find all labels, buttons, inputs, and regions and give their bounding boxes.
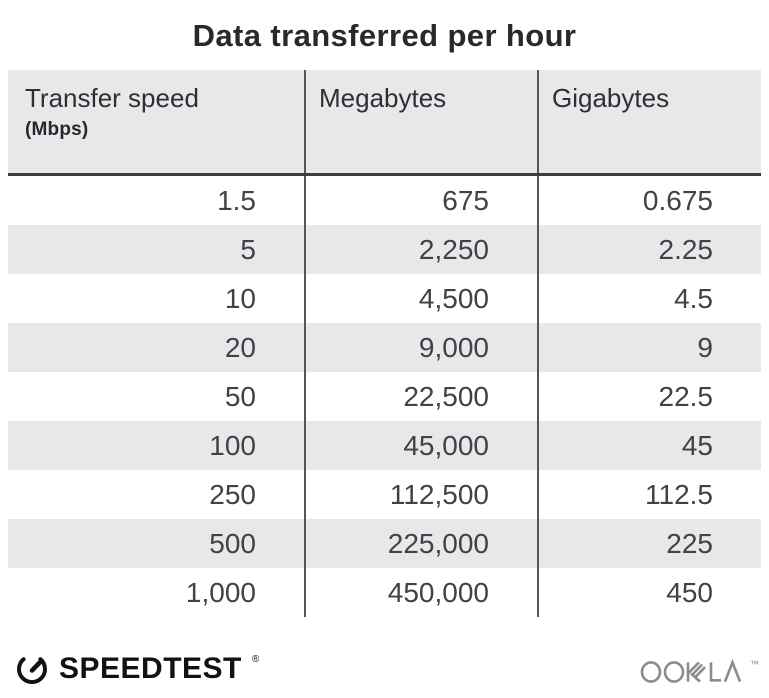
table-cell: 112,500 — [304, 470, 538, 519]
table-cell: 0.675 — [537, 174, 761, 225]
footer: SPEEDTEST ® ™ — [0, 644, 769, 694]
table-cell: 100 — [8, 421, 305, 470]
table-cell: 1,000 — [185, 576, 256, 608]
table-cell: 5 — [8, 225, 305, 274]
speedtest-wordmark: SPEEDTEST — [59, 652, 242, 685]
table-row: 20 9,000 9 — [8, 323, 761, 372]
table-cell: 45,000 — [304, 421, 538, 470]
table-cell: 1.5 — [217, 184, 256, 216]
col-header-gigabytes: Gigabytes — [537, 70, 761, 176]
table-cell: 10 — [224, 282, 256, 314]
table-cell: 2,250 — [304, 225, 538, 274]
col-header-sublabel: (Mbps) — [25, 119, 89, 140]
table-row: 10 4,500 4.5 — [8, 274, 761, 323]
trademark-icon: ™ — [750, 659, 759, 669]
header-row: Transfer speed (Mbps) Megabytes Gigabyte… — [8, 70, 761, 176]
table-cell: 50 — [224, 380, 256, 412]
table-row: 1,000 450,000 450 — [8, 568, 761, 617]
table-cell: 2.25 — [537, 225, 761, 274]
table-cell: 22.5 — [537, 372, 761, 421]
chart-title: Data transferred per hour — [192, 18, 577, 53]
table-row: 500 225,000 225 — [8, 519, 761, 568]
table-row: 5 2,250 2.25 — [8, 225, 761, 274]
table-cell: 4.5 — [537, 274, 761, 323]
col-header-label: Transfer speed — [25, 83, 199, 113]
table-cell: 675 — [304, 174, 538, 225]
table-cell: 45 — [537, 421, 761, 470]
table-cell: 450 — [537, 568, 761, 617]
table-cell: 112.5 — [537, 470, 761, 519]
registered-trademark-icon: ® — [251, 654, 260, 665]
table-cell: 9 — [537, 323, 761, 372]
data-table: Transfer speed (Mbps) Megabytes Gigabyte… — [8, 70, 761, 617]
table-cell: 9,000 — [304, 323, 538, 372]
table-cell: 20 — [8, 323, 305, 372]
ookla-logo: ™ — [640, 651, 759, 687]
col-header-transfer-speed: Transfer speed (Mbps) — [8, 70, 305, 176]
table-cell: 225,000 — [304, 519, 538, 568]
table-cell: 225 — [537, 519, 761, 568]
col-header-megabytes: Megabytes — [304, 70, 538, 176]
table-body: 1.5 675 0.675 5 2,250 2.25 10 4,500 4.5 20 9,000 9 5… — [8, 174, 761, 617]
table-cell: 22,500 — [304, 372, 538, 421]
ookla-wordmark-icon — [640, 658, 742, 683]
gauge-icon — [17, 657, 47, 685]
table-row: 1.5 675 0.675 — [8, 174, 761, 225]
table-cell: 250 — [209, 478, 256, 510]
table-row: 250 112,500 112.5 — [8, 470, 761, 519]
table-cell: 450,000 — [304, 568, 538, 617]
table-cell: 4,500 — [304, 274, 538, 323]
table-header: Transfer speed (Mbps) Megabytes Gigabyte… — [8, 70, 761, 176]
speedtest-logo: SPEEDTEST ® — [14, 650, 259, 688]
table-row: 100 45,000 45 — [8, 421, 761, 470]
table-row: 50 22,500 22.5 — [8, 372, 761, 421]
table-cell: 500 — [8, 519, 305, 568]
